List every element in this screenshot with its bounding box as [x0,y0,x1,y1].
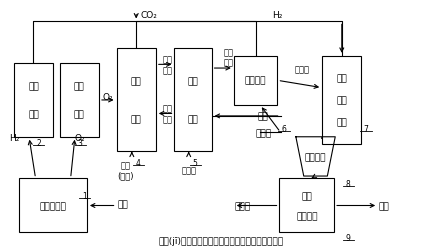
Polygon shape [296,137,335,176]
Text: 燃烧: 燃烧 [131,115,142,124]
Text: 8: 8 [346,179,351,188]
Text: CO₂: CO₂ [140,10,157,20]
Bar [60,64,99,137]
Text: 循环
床料: 循环 床料 [163,104,173,124]
Bar [234,56,277,106]
Text: 水蒸气: 水蒸气 [181,166,196,175]
Text: 9: 9 [346,233,351,242]
Text: 有機(jī)固廢氣化與電解水制氫耦合的甲醇制備工藝: 有機(jī)固廢氣化與電解水制氫耦合的甲醇制備工藝 [159,236,284,245]
Text: 6: 6 [282,124,287,134]
Text: 甲醇合成: 甲醇合成 [296,211,318,220]
Text: 单元: 单元 [301,191,312,200]
Text: 单元: 单元 [188,77,198,86]
Text: 甲醇: 甲醇 [379,201,390,210]
Text: 原料: 原料 [257,112,268,121]
Bar [14,64,53,137]
Text: 4: 4 [136,159,141,168]
Text: 储氧: 储氧 [74,110,85,119]
Text: 混合: 混合 [336,118,347,127]
Text: 脱碳剂: 脱碳剂 [256,129,272,138]
Text: O₂: O₂ [74,134,85,143]
Bar [322,56,361,144]
Bar [19,179,87,233]
Text: 单元: 单元 [336,74,347,83]
Text: H₂: H₂ [9,134,20,143]
Text: 合成气: 合成气 [295,66,310,74]
Text: 单元: 单元 [131,77,142,86]
Text: 2: 2 [36,138,41,147]
Text: H₂: H₂ [272,10,282,20]
Bar [280,179,334,233]
Text: O₂: O₂ [102,92,113,101]
Text: 电力: 电力 [118,200,128,209]
Text: 调质: 调质 [336,96,347,105]
Text: 空气
(备用): 空气 (备用) [117,160,133,180]
Text: 循环
床料: 循环 床料 [163,56,173,75]
Text: 粗合
成气: 粗合 成气 [224,48,233,68]
Text: 电解水单元: 电解水单元 [39,201,66,210]
Text: 7: 7 [363,124,368,134]
Text: 3: 3 [78,138,83,147]
Text: 1: 1 [82,191,87,200]
Text: 储氢: 储氢 [28,110,39,119]
Text: 单元: 单元 [74,82,85,91]
Text: 气化: 气化 [188,115,198,124]
Bar [175,49,212,152]
Text: 净化单元: 净化单元 [245,76,266,86]
Text: 单元: 单元 [28,82,39,91]
Bar [117,49,156,152]
Text: 5: 5 [193,159,198,168]
Text: 增压单元: 增压单元 [305,152,326,161]
Text: 驰放气: 驰放气 [235,201,251,210]
